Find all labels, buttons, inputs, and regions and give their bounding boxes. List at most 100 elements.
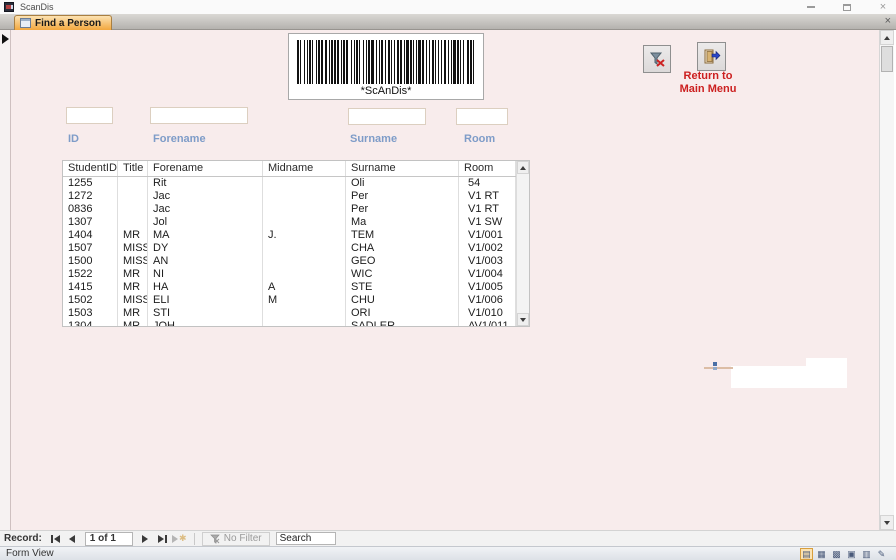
return-to-main-menu-button[interactable] — [697, 42, 726, 71]
window-scroll-up-button[interactable] — [880, 30, 894, 45]
design-view-icon[interactable]: ✎ — [877, 548, 886, 559]
table-cell[interactable]: V1/005 — [459, 281, 516, 294]
table-cell[interactable]: MISS — [118, 294, 148, 307]
table-cell[interactable]: Per — [346, 203, 459, 216]
table-cell[interactable]: Ma — [346, 216, 459, 229]
table-cell[interactable]: M — [263, 294, 346, 307]
table-cell[interactable]: 1502 — [63, 294, 118, 307]
table-cell[interactable]: 1503 — [63, 307, 118, 320]
table-cell[interactable]: V1/001 — [459, 229, 516, 242]
table-cell[interactable]: V1 RT — [459, 190, 516, 203]
table-cell[interactable] — [118, 216, 148, 229]
table-cell[interactable] — [118, 177, 148, 190]
close-tab-icon[interactable]: × — [884, 15, 891, 27]
table-row[interactable]: 1507 MISS DY CHA V1/002 — [63, 242, 529, 255]
table-cell[interactable]: Jac — [148, 203, 263, 216]
table-cell[interactable]: Jol — [148, 216, 263, 229]
table-row[interactable]: 0836 Jac Per V1 RT — [63, 203, 529, 216]
table-cell[interactable]: HA — [148, 281, 263, 294]
table-cell[interactable]: Per — [346, 190, 459, 203]
window-scroll-down-button[interactable] — [880, 515, 894, 530]
table-cell[interactable]: 0836 — [63, 203, 118, 216]
column-header-room[interactable]: Room — [459, 161, 516, 176]
table-cell[interactable]: 1404 — [63, 229, 118, 242]
table-cell[interactable]: V1/010 — [459, 307, 516, 320]
id-input[interactable] — [66, 107, 113, 124]
table-cell[interactable]: MR — [118, 281, 148, 294]
table-cell[interactable]: JOH — [148, 320, 263, 326]
table-cell[interactable]: GEO — [346, 255, 459, 268]
table-cell[interactable]: 1500 — [63, 255, 118, 268]
return-to-main-menu-label[interactable]: Return to Main Menu — [679, 70, 737, 95]
table-row[interactable]: 1404 MR MA J. TEM V1/001 — [63, 229, 529, 242]
table-cell[interactable]: A — [263, 281, 346, 294]
table-cell[interactable]: STE — [346, 281, 459, 294]
table-cell[interactable] — [118, 203, 148, 216]
pivotchart-view-icon[interactable]: ▣ — [847, 548, 856, 559]
column-header-surname[interactable]: Surname — [346, 161, 459, 176]
table-cell[interactable]: MA — [148, 229, 263, 242]
tab-find-a-person[interactable]: Find a Person — [14, 15, 113, 30]
table-cell[interactable]: ELI — [148, 294, 263, 307]
window-scrollbar-thumb[interactable] — [881, 46, 893, 72]
table-cell[interactable]: CHU — [346, 294, 459, 307]
table-cell[interactable]: SADLER — [346, 320, 459, 326]
table-cell[interactable]: STI — [148, 307, 263, 320]
table-row[interactable]: 1522 MR NI WIC V1/004 — [63, 268, 529, 281]
table-row[interactable]: 1500 MISS AN GEO V1/003 — [63, 255, 529, 268]
table-row[interactable]: 1272 Jac Per V1 RT — [63, 190, 529, 203]
surname-input[interactable] — [348, 108, 426, 125]
table-cell[interactable]: AV1/011 — [459, 320, 516, 326]
table-cell[interactable]: V1/003 — [459, 255, 516, 268]
table-cell[interactable]: MISS — [118, 242, 148, 255]
table-cell[interactable]: V1/006 — [459, 294, 516, 307]
table-row[interactable]: 1502 MISS ELI M CHU V1/006 — [63, 294, 529, 307]
table-cell[interactable]: V1/004 — [459, 268, 516, 281]
column-header-title[interactable]: Title — [118, 161, 148, 176]
last-record-button[interactable] — [155, 532, 170, 545]
table-cell[interactable]: 1522 — [63, 268, 118, 281]
forename-input[interactable] — [150, 107, 248, 124]
table-cell[interactable] — [263, 177, 346, 190]
pivottable-view-icon[interactable]: ▩ — [832, 548, 841, 559]
table-cell[interactable]: TEM — [346, 229, 459, 242]
table-cell[interactable]: 1507 — [63, 242, 118, 255]
table-cell[interactable]: V1/002 — [459, 242, 516, 255]
new-record-button[interactable]: ✱ — [172, 532, 187, 545]
table-cell[interactable]: Oli — [346, 177, 459, 190]
table-cell[interactable]: 1415 — [63, 281, 118, 294]
table-cell[interactable]: 1255 — [63, 177, 118, 190]
table-row[interactable]: 1503 MR STI ORI V1/010 — [63, 307, 529, 320]
datasheet-view-icon[interactable]: ▦ — [817, 548, 826, 559]
table-cell[interactable]: 1304 — [63, 320, 118, 326]
no-filter-button[interactable]: No Filter — [201, 531, 270, 546]
table-cell[interactable]: Rit — [148, 177, 263, 190]
room-input[interactable] — [456, 108, 508, 125]
grid-scroll-down-button[interactable] — [517, 313, 529, 326]
grid-scroll-up-button[interactable] — [517, 161, 529, 174]
table-cell[interactable]: MR — [118, 229, 148, 242]
close-button[interactable]: × — [876, 1, 890, 13]
record-search-input[interactable] — [275, 532, 336, 545]
table-cell[interactable] — [263, 242, 346, 255]
table-row[interactable]: 1415 MR HA A STE V1/005 — [63, 281, 529, 294]
table-cell[interactable] — [263, 255, 346, 268]
minimize-button[interactable] — [804, 1, 818, 13]
table-row[interactable]: 1307 Jol Ma V1 SW — [63, 216, 529, 229]
table-cell[interactable]: MR — [118, 320, 148, 326]
table-cell[interactable]: V1 SW — [459, 216, 516, 229]
table-cell[interactable]: 54 — [459, 177, 516, 190]
table-cell[interactable]: ORI — [346, 307, 459, 320]
table-cell[interactable]: WIC — [346, 268, 459, 281]
table-cell[interactable] — [263, 268, 346, 281]
clear-filter-button[interactable] — [643, 45, 671, 73]
table-cell[interactable]: J. — [263, 229, 346, 242]
table-cell[interactable]: NI — [148, 268, 263, 281]
table-cell[interactable] — [263, 190, 346, 203]
layout-view-icon[interactable]: ▥ — [862, 548, 871, 559]
table-cell[interactable]: DY — [148, 242, 263, 255]
column-header-midname[interactable]: Midname — [263, 161, 346, 176]
table-cell[interactable]: 1307 — [63, 216, 118, 229]
table-cell[interactable]: V1 RT — [459, 203, 516, 216]
restore-button[interactable] — [840, 1, 854, 13]
